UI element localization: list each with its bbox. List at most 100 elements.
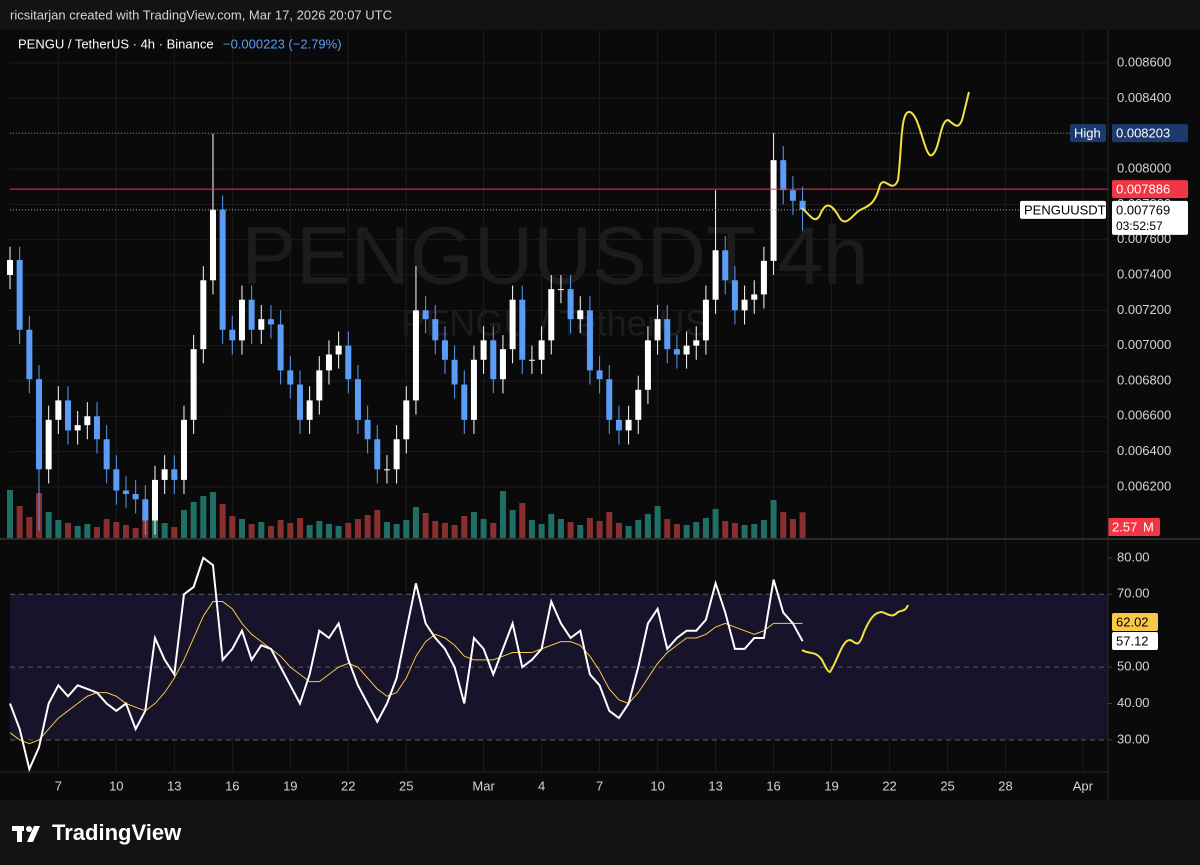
candle-body [277,324,284,371]
volume-bar [238,519,245,538]
volume-bar [731,523,738,538]
rsi-ma-value: 62.02 [1116,614,1149,629]
volume-label-box [1108,518,1160,536]
y-tick-label: 0.008400 [1117,90,1171,105]
candle-body [712,250,719,300]
candle-body [296,384,303,420]
candle-body [722,250,729,281]
candle-body [103,439,110,470]
candle-body [93,416,100,440]
candle-body [180,419,187,480]
x-tick-label: 10 [650,778,664,793]
tradingview-logo: TradingView [12,820,182,845]
volume-unit: M [1143,519,1154,534]
candle-body [161,469,168,480]
candle-body [142,499,149,521]
volume-bar [171,527,178,538]
candle-body [654,319,661,341]
volume-bar [229,516,236,538]
x-tick-label: 19 [283,778,297,793]
candle-body [16,259,23,330]
volume-bar [548,514,555,538]
volume-bar [673,524,680,538]
volume-bar [490,523,497,538]
y-tick-label: 80.00 [1117,549,1150,564]
volume-bar [103,519,110,538]
candle-body [519,299,526,360]
volume-bar [374,510,381,538]
y-tick-label: 0.006200 [1117,478,1171,493]
candle-body [258,319,265,330]
rsi-ma-value-box [1112,613,1158,631]
volume-bar [480,519,487,538]
volume-bar [45,512,52,538]
candle-body [26,329,33,380]
volume-bar [635,520,642,538]
logo-mark [27,826,40,842]
x-tick-label: 16 [225,778,239,793]
volume-bar [470,512,477,538]
volume-bar [461,516,468,538]
candle-body [248,299,255,330]
volume-bar [345,523,352,538]
candle-body [577,310,584,320]
volume-bar [722,521,729,538]
volume-bar [712,509,719,538]
volume-bar [306,525,313,538]
candle-body [789,190,796,201]
volume-bar [122,525,129,538]
watermark-name: PENGU / TetherUS [401,303,708,344]
candle-body [760,260,767,295]
volume-label: 2.57 [1112,519,1137,534]
candle-body [644,340,651,390]
candle-body [383,469,390,471]
x-tick-label: 10 [109,778,123,793]
brand: TradingView [52,820,182,845]
y-tick-label: 0.008000 [1117,160,1171,175]
candle-body [229,329,236,341]
volume-bar [789,519,796,538]
last-price-value: 0.007769 [1116,202,1170,217]
volume-bar [7,490,13,538]
volume-bar [432,521,439,538]
candle-body [403,400,410,440]
candle-body [171,469,178,480]
candle-body [548,289,555,341]
candle-body [770,160,777,261]
candle-body [557,289,564,291]
volume-bar [258,522,265,538]
candle-body [731,280,738,311]
candle-body [567,289,574,320]
candle-body [693,340,700,346]
candle-body [84,416,91,426]
volume-bar [412,507,419,538]
candle-body [113,469,120,491]
volume-bar [64,523,71,538]
candle-body [635,389,642,420]
volume-bar [751,524,758,538]
rsi-line [9,556,804,773]
x-tick-label: 7 [55,778,62,793]
candle-body [335,345,342,355]
candle-body [673,349,680,355]
volume-bar [200,496,207,538]
candle-body [7,259,13,275]
candle-body [470,359,477,420]
candle-body [664,319,671,350]
candle-body [190,349,197,420]
x-tick-label: 25 [940,778,954,793]
y-tick-label: 0.007400 [1117,266,1171,281]
volume-bar [625,526,632,538]
candle-body [374,439,381,470]
volume-bar [93,527,100,538]
y-tick-label: 50.00 [1117,659,1150,674]
candle-body [538,340,545,360]
candle-body [267,319,274,325]
volume-bar [577,525,584,538]
x-tick-label: Mar [472,778,495,793]
candle-body [625,419,632,431]
candle-body [64,400,71,431]
candle-body [596,370,603,380]
candle-body [122,490,129,495]
